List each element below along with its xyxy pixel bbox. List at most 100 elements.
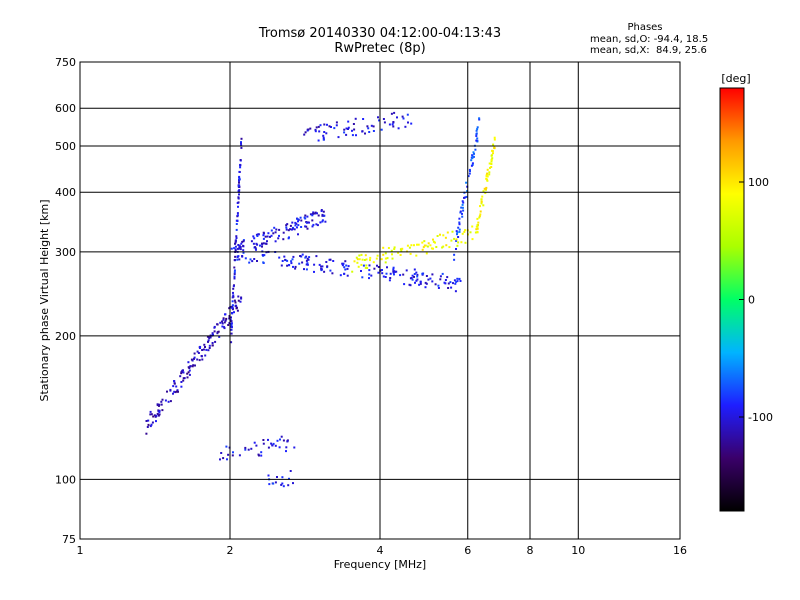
data-point: [481, 195, 484, 198]
data-point: [298, 262, 301, 265]
data-point: [319, 221, 322, 224]
data-point: [211, 342, 214, 344]
data-point: [228, 322, 231, 325]
data-point: [158, 413, 161, 416]
data-point: [154, 415, 157, 418]
data-point: [234, 245, 237, 248]
data-point: [237, 295, 240, 298]
data-point: [255, 444, 258, 447]
data-point: [250, 240, 253, 243]
data-point: [358, 258, 361, 261]
y-tick-label: 75: [62, 533, 76, 546]
data-point: [364, 254, 367, 257]
data-point: [444, 236, 447, 239]
data-point: [381, 269, 383, 271]
data-point: [241, 240, 244, 243]
data-point: [384, 276, 387, 278]
data-point: [441, 246, 444, 249]
data-point: [234, 304, 237, 307]
data-point: [282, 238, 285, 241]
data-point: [212, 333, 214, 336]
data-point: [456, 280, 459, 283]
data-point: [305, 263, 308, 266]
data-point: [285, 446, 288, 449]
data-point: [158, 404, 160, 407]
data-point: [234, 241, 237, 244]
data-point: [301, 253, 304, 256]
data-point: [151, 421, 154, 424]
data-point: [322, 210, 325, 213]
data-point: [189, 365, 192, 368]
data-point: [345, 133, 348, 136]
data-point: [214, 340, 217, 343]
data-point: [437, 284, 440, 287]
data-point: [265, 242, 268, 245]
data-point: [370, 274, 373, 277]
data-point: [466, 185, 469, 188]
data-point: [296, 218, 299, 220]
data-point: [232, 451, 234, 454]
data-point: [446, 276, 449, 279]
data-point: [380, 258, 383, 261]
data-point: [193, 352, 196, 355]
data-point: [272, 232, 275, 235]
data-point: [492, 152, 494, 155]
data-point: [342, 262, 345, 265]
data-point: [410, 277, 413, 279]
data-point: [441, 272, 444, 275]
data-point: [231, 304, 234, 307]
data-point: [172, 385, 175, 388]
data-point: [223, 321, 226, 324]
data-point: [235, 228, 238, 231]
data-point: [209, 336, 212, 339]
data-point: [485, 186, 488, 189]
data-point: [234, 248, 237, 251]
data-point: [351, 270, 354, 273]
data-point: [231, 305, 234, 308]
data-point: [492, 143, 495, 146]
data-point: [321, 219, 324, 222]
data-point: [278, 228, 281, 231]
data-point: [382, 253, 385, 256]
data-point: [312, 223, 315, 226]
data-point: [475, 139, 478, 142]
data-point: [281, 482, 284, 485]
data-point: [375, 257, 378, 260]
data-point: [493, 138, 496, 141]
data-point: [399, 254, 402, 256]
data-point: [386, 266, 388, 269]
data-point: [396, 116, 398, 119]
data-point: [266, 235, 269, 238]
data-point: [155, 420, 157, 423]
data-point: [476, 137, 479, 140]
data-point: [321, 220, 324, 223]
data-point: [234, 242, 236, 245]
data-point: [239, 300, 242, 303]
data-point: [230, 328, 233, 331]
data-point: [268, 483, 271, 486]
data-point: [488, 171, 491, 174]
data-point: [294, 221, 297, 224]
data-point: [239, 159, 242, 161]
data-point: [343, 131, 346, 134]
data-point: [236, 247, 239, 250]
data-point: [471, 157, 474, 160]
data-point: [229, 318, 232, 321]
data-point: [218, 335, 221, 338]
data-point: [301, 261, 304, 264]
data-point: [149, 425, 152, 428]
data-point: [316, 212, 318, 215]
data-point: [457, 241, 460, 244]
data-point: [416, 275, 419, 278]
data-point: [361, 276, 364, 279]
data-point: [426, 245, 429, 248]
data-point: [240, 297, 243, 300]
data-point: [220, 452, 223, 454]
data-point: [369, 259, 371, 262]
data-point: [363, 259, 366, 261]
data-point: [158, 409, 161, 412]
data-point: [460, 241, 463, 244]
data-point: [230, 323, 233, 326]
data-point: [392, 268, 395, 271]
data-point: [315, 255, 318, 258]
